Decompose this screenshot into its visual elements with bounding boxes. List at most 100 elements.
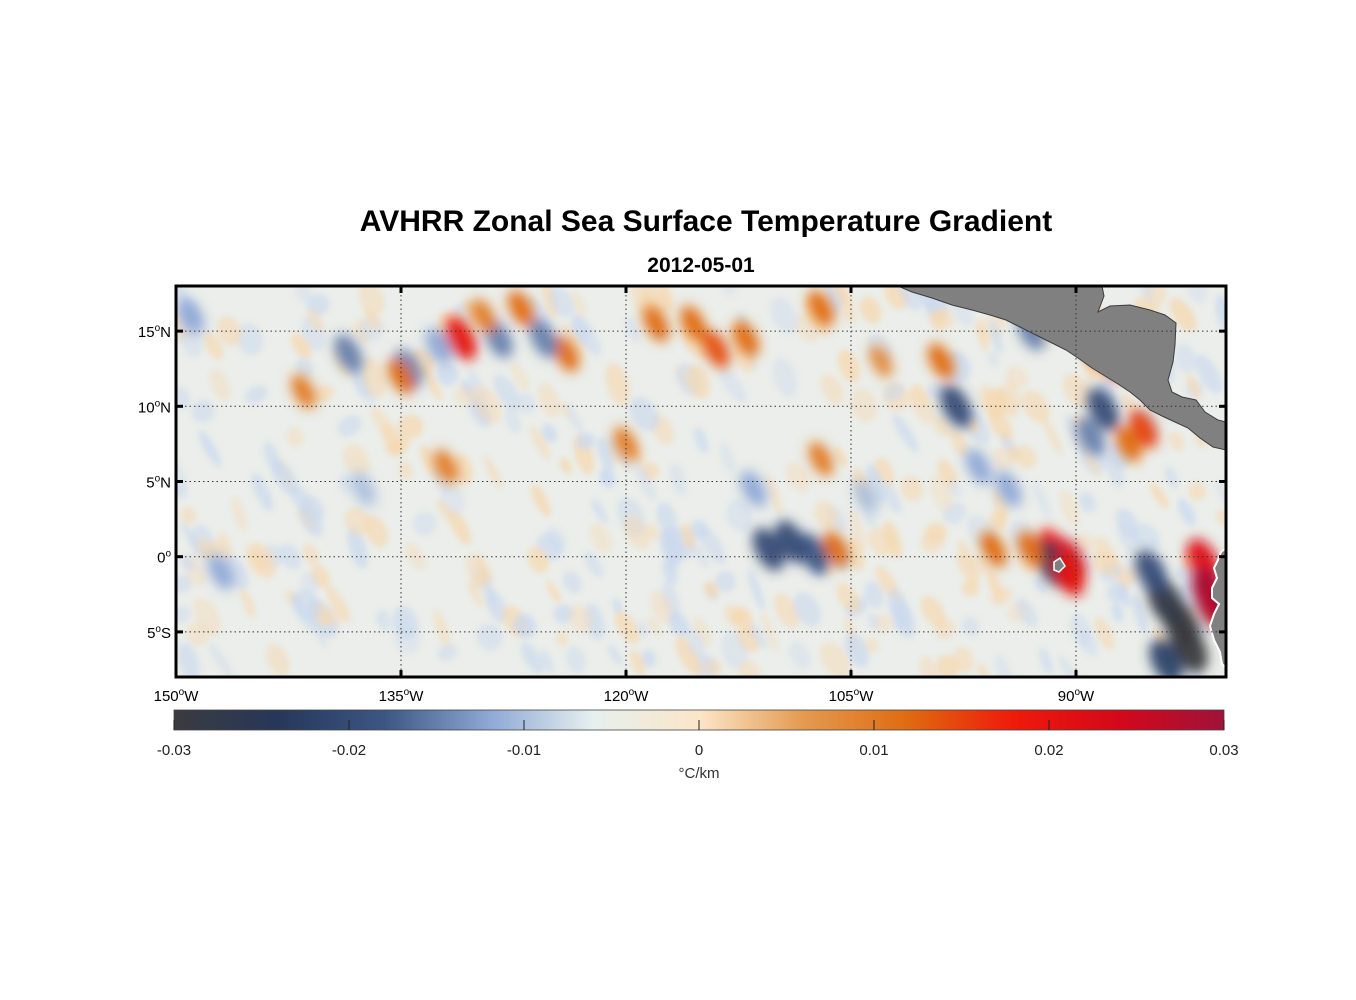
background-noise-blob [393, 622, 421, 655]
background-noise-blob [883, 383, 904, 402]
background-noise-blob [1187, 482, 1207, 501]
longitude-label-hemisphere: W [184, 688, 199, 705]
background-noise-blob [1187, 374, 1201, 400]
background-noise-blob [363, 307, 382, 331]
background-noise-blob [231, 497, 247, 532]
background-noise-blob [884, 483, 902, 515]
colorbar-tick-label: -0.02 [332, 742, 366, 759]
background-noise-blob [605, 363, 630, 406]
background-noise-blob [325, 584, 351, 623]
background-noise-blob [680, 523, 695, 550]
background-noise-blob [774, 593, 800, 628]
colorbar-tick-label: -0.03 [157, 742, 191, 759]
background-noise-blob [555, 631, 569, 648]
background-noise-blob [615, 611, 640, 644]
background-noise-blob [565, 403, 584, 434]
background-noise-blob [663, 551, 682, 572]
background-noise-blob [180, 554, 195, 572]
gradient-feature [291, 374, 316, 409]
background-noise-blob [584, 551, 603, 578]
background-noise-blob [1216, 509, 1226, 526]
gradient-feature [529, 319, 558, 358]
background-noise-blob [561, 321, 584, 358]
background-noise-blob [236, 323, 264, 356]
gradient-feature [1149, 639, 1183, 677]
background-noise-blob [1005, 379, 1023, 408]
gradient-feature [965, 448, 992, 485]
background-noise-blob [747, 568, 765, 611]
background-noise-blob [541, 423, 557, 443]
background-noise-blob [562, 571, 582, 594]
background-noise-blob [591, 498, 608, 524]
longitude-label-degree: o [404, 687, 410, 698]
background-noise-blob [689, 520, 709, 540]
background-noise-blob [948, 478, 962, 499]
map-title: AVHRR Zonal Sea Surface Temperature Grad… [359, 205, 1053, 238]
latitude-label-degree: o [155, 398, 161, 409]
background-noise-blob [1062, 373, 1093, 409]
background-noise-blob [834, 447, 847, 467]
background-noise-blob [240, 588, 256, 618]
background-noise-blob [436, 499, 455, 523]
background-noise-blob [347, 526, 368, 569]
background-noise-blob [1007, 444, 1021, 464]
latitude-label-number: 5 [146, 475, 154, 492]
background-noise-blob [989, 320, 1004, 354]
latitude-label-degree: o [155, 624, 161, 635]
background-noise-blob [1015, 597, 1038, 627]
background-noise-blob [1117, 585, 1131, 608]
background-noise-blob [530, 426, 551, 460]
background-noise-blob [645, 523, 661, 542]
gradient-feature [433, 449, 459, 484]
longitude-label: 135oW [379, 687, 425, 705]
background-noise-blob [590, 523, 612, 554]
background-noise-blob [470, 385, 502, 424]
background-noise-blob [1185, 286, 1208, 304]
latitude-label: 15oN [138, 323, 171, 341]
background-noise-blob [1135, 523, 1160, 552]
gradient-feature [1115, 425, 1142, 462]
background-noise-blob [703, 581, 719, 599]
background-noise-blob [295, 357, 314, 379]
background-noise-blob [1015, 445, 1037, 469]
background-noise-blob [718, 366, 747, 404]
background-noise-blob [338, 415, 362, 437]
background-noise-blob [629, 649, 646, 676]
gradient-feature [980, 531, 1007, 568]
background-noise-blob [656, 502, 677, 533]
background-noise-blob [933, 618, 956, 639]
background-noise-blob [436, 362, 459, 386]
background-noise-blob [641, 649, 657, 668]
background-noise-blob [1059, 490, 1081, 527]
background-noise-blob [493, 374, 521, 411]
background-noise-blob [193, 597, 221, 637]
background-noise-blob [1078, 492, 1096, 513]
background-noise-blob [864, 581, 884, 609]
background-noise-blob [302, 544, 320, 566]
background-noise-blob [866, 463, 886, 504]
south-america-coast [1208, 546, 1226, 670]
background-noise-blob [722, 286, 738, 297]
background-noise-blob [176, 574, 193, 593]
background-noise-blob [298, 502, 323, 537]
central-america-landmass [897, 286, 1226, 451]
gradient-feature [471, 298, 496, 334]
background-noise-blob [1094, 536, 1118, 578]
gradient-feature [740, 470, 767, 508]
background-noise-blob [988, 350, 999, 368]
gradient-feature [680, 305, 707, 342]
background-noise-blob [955, 553, 979, 584]
background-noise-blob [1111, 602, 1124, 623]
longitude-label-degree: o [1074, 687, 1080, 698]
background-noise-blob [726, 499, 753, 532]
longitude-label-number: 105 [829, 688, 854, 705]
background-noise-blob [686, 630, 706, 659]
longitude-label: 150oW [154, 687, 200, 705]
background-noise-blob [866, 612, 880, 630]
background-noise-blob [837, 349, 860, 383]
background-noise-blob [437, 643, 458, 661]
map-frame [174, 284, 1228, 679]
gradient-feature [507, 290, 535, 327]
background-noise-blob [217, 532, 233, 564]
